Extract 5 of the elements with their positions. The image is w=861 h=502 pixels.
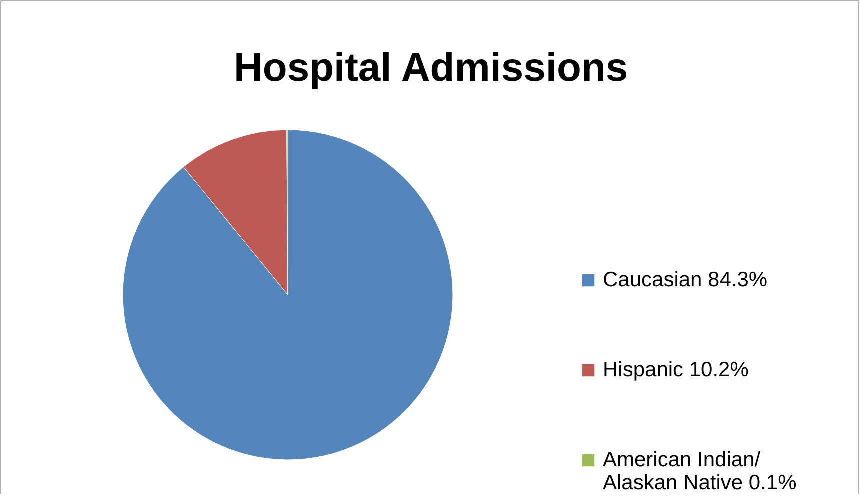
legend-label: American Indian/ Alaskan Native 0.1% (603, 448, 797, 494)
chart-title: Hospital Admissions (234, 46, 628, 90)
legend-label: Caucasian 84.3% (603, 268, 768, 292)
legend-label: Hispanic 10.2% (603, 358, 749, 382)
pie-slice (122, 130, 454, 460)
